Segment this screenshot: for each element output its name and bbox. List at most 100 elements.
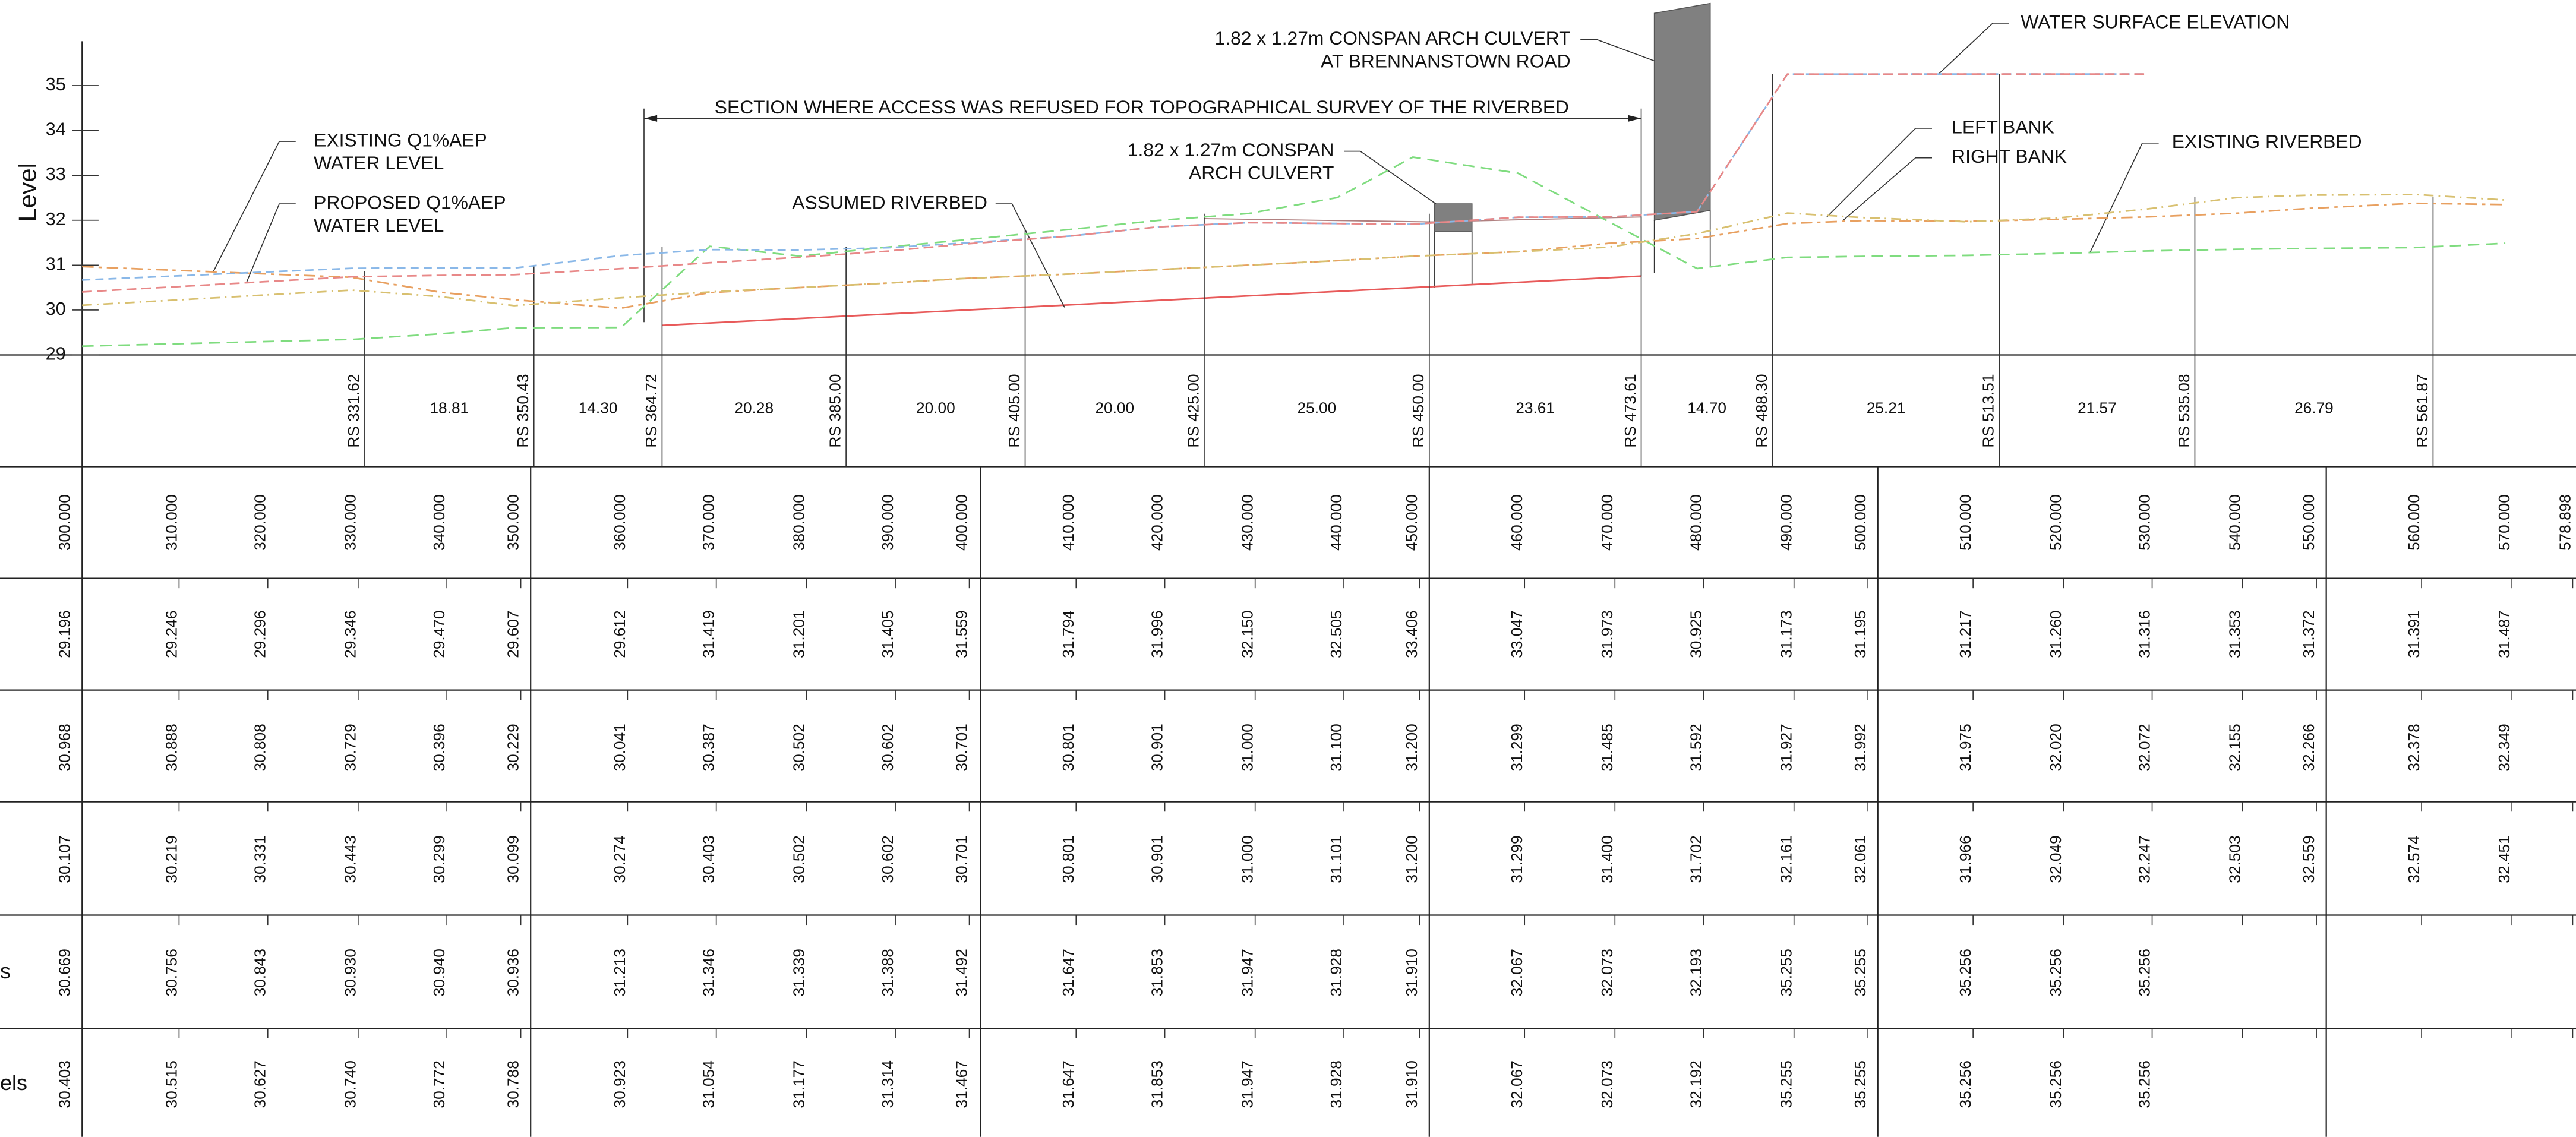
cell: 310.000 <box>162 494 180 551</box>
arrow <box>644 115 658 122</box>
leader <box>213 141 296 271</box>
cell: 35.256 <box>1956 1060 1974 1108</box>
station-label: RS 513.51 <box>1980 374 1997 447</box>
annotation: WATER LEVEL <box>314 214 444 236</box>
cell: 32.073 <box>1598 949 1616 996</box>
cell: 31.853 <box>1148 949 1166 996</box>
leader <box>1826 128 1932 217</box>
cell: 31.794 <box>1059 610 1077 658</box>
cell: 33.047 <box>1508 610 1526 658</box>
cell: 32.378 <box>2405 724 2423 771</box>
leader <box>1344 150 1437 204</box>
cell: 530.000 <box>2135 494 2153 551</box>
cell: 31.217 <box>1956 610 1974 658</box>
cell: 370.000 <box>700 494 718 551</box>
distance-label: 20.28 <box>734 399 774 417</box>
cell: 31.966 <box>1956 835 1974 883</box>
distance-label: 20.00 <box>916 399 955 417</box>
cell: 31.996 <box>1148 610 1166 658</box>
cell: 30.041 <box>611 724 629 771</box>
cell: 30.502 <box>790 835 808 883</box>
cell: 30.930 <box>342 949 359 996</box>
cell: 360.000 <box>611 494 629 551</box>
annotation: WATER LEVEL <box>314 152 444 173</box>
axis-label: Level <box>14 163 42 222</box>
cell: 430.000 <box>1239 494 1257 551</box>
annotation: RIGHT BANK <box>1952 146 2067 167</box>
cell: 31.346 <box>700 949 718 996</box>
cell: 31.201 <box>790 610 808 658</box>
cell: 460.000 <box>1508 494 1526 551</box>
tick-label: 32 <box>46 209 66 229</box>
cell: 32.072 <box>2135 724 2153 771</box>
distance-label: 26.79 <box>2294 399 2334 417</box>
cell: 31.400 <box>1598 835 1616 883</box>
cell: 31.339 <box>790 949 808 996</box>
cell: 31.054 <box>700 1060 718 1108</box>
cell: 30.888 <box>162 724 180 771</box>
cell: 29.612 <box>611 610 629 658</box>
cell: 390.000 <box>879 494 896 551</box>
annotation: WATER SURFACE ELEVATION <box>2021 11 2290 32</box>
cell: 31.928 <box>1327 949 1345 996</box>
cell: 400.000 <box>952 494 970 551</box>
cell: 30.387 <box>700 724 718 771</box>
tick-label: 29 <box>46 344 66 364</box>
cell: 30.701 <box>952 724 970 771</box>
cell: 35.256 <box>2047 949 2064 996</box>
cell: 29.296 <box>251 610 269 658</box>
cell: 31.559 <box>952 610 970 658</box>
cell: 31.975 <box>1956 724 1974 771</box>
cell: 570.000 <box>2495 494 2513 551</box>
cell: 32.020 <box>2047 724 2064 771</box>
station-label: RS 405.00 <box>1005 374 1023 447</box>
leader <box>995 203 1065 308</box>
cell: 550.000 <box>2300 494 2318 551</box>
cell: 30.901 <box>1148 724 1166 771</box>
cell: 29.246 <box>162 610 180 658</box>
cell: 32.349 <box>2495 724 2513 771</box>
cell: 32.266 <box>2300 724 2318 771</box>
cell: 31.927 <box>1778 724 1795 771</box>
cell: 31.947 <box>1239 1060 1257 1108</box>
annotation: 1.82 x 1.27m CONSPAN <box>1128 139 1334 160</box>
cell: 31.702 <box>1687 835 1704 883</box>
distance-label: 25.00 <box>1298 399 1337 417</box>
cell: 32.155 <box>2226 724 2244 771</box>
cell: 32.247 <box>2135 835 2153 883</box>
cell: 490.000 <box>1778 494 1795 551</box>
cell: 30.923 <box>611 1060 629 1108</box>
cell: 31.928 <box>1327 1060 1345 1108</box>
cell: 31.372 <box>2300 610 2318 658</box>
cell: 350.000 <box>504 494 522 551</box>
distance-label: 21.57 <box>2078 399 2117 417</box>
distance-label: 14.30 <box>579 399 618 417</box>
cell: 578.898 <box>2556 494 2574 551</box>
cell: 510.000 <box>1956 494 1974 551</box>
cell: 31.992 <box>1851 724 1869 771</box>
cell: 29.196 <box>56 610 74 658</box>
annotation: EXISTING RIVERBED <box>2172 131 2362 152</box>
cell: 31.592 <box>1687 724 1704 771</box>
cell: 31.173 <box>1778 610 1795 658</box>
cell: 35.255 <box>1851 949 1869 996</box>
tick-label: 31 <box>46 254 66 274</box>
cell: 30.274 <box>611 835 629 883</box>
cell: 32.193 <box>1687 949 1704 996</box>
cell: 30.403 <box>700 835 718 883</box>
cell: 30.627 <box>251 1060 269 1108</box>
cell: 32.061 <box>1851 835 1869 883</box>
cell: 31.101 <box>1327 835 1345 883</box>
cell: 30.099 <box>504 835 522 883</box>
cell: 31.910 <box>1403 1060 1420 1108</box>
leader <box>1580 39 1655 62</box>
cell: 32.451 <box>2495 835 2513 883</box>
annotation: SECTION WHERE ACCESS WAS REFUSED FOR TOP… <box>715 96 1569 118</box>
cell: 31.947 <box>1239 949 1257 996</box>
tick-label: 35 <box>46 74 66 94</box>
station-label: RS 350.43 <box>514 374 532 447</box>
cell: 32.192 <box>1687 1060 1704 1108</box>
assumed-riverbed <box>662 275 1641 327</box>
cell: 32.574 <box>2405 835 2423 883</box>
